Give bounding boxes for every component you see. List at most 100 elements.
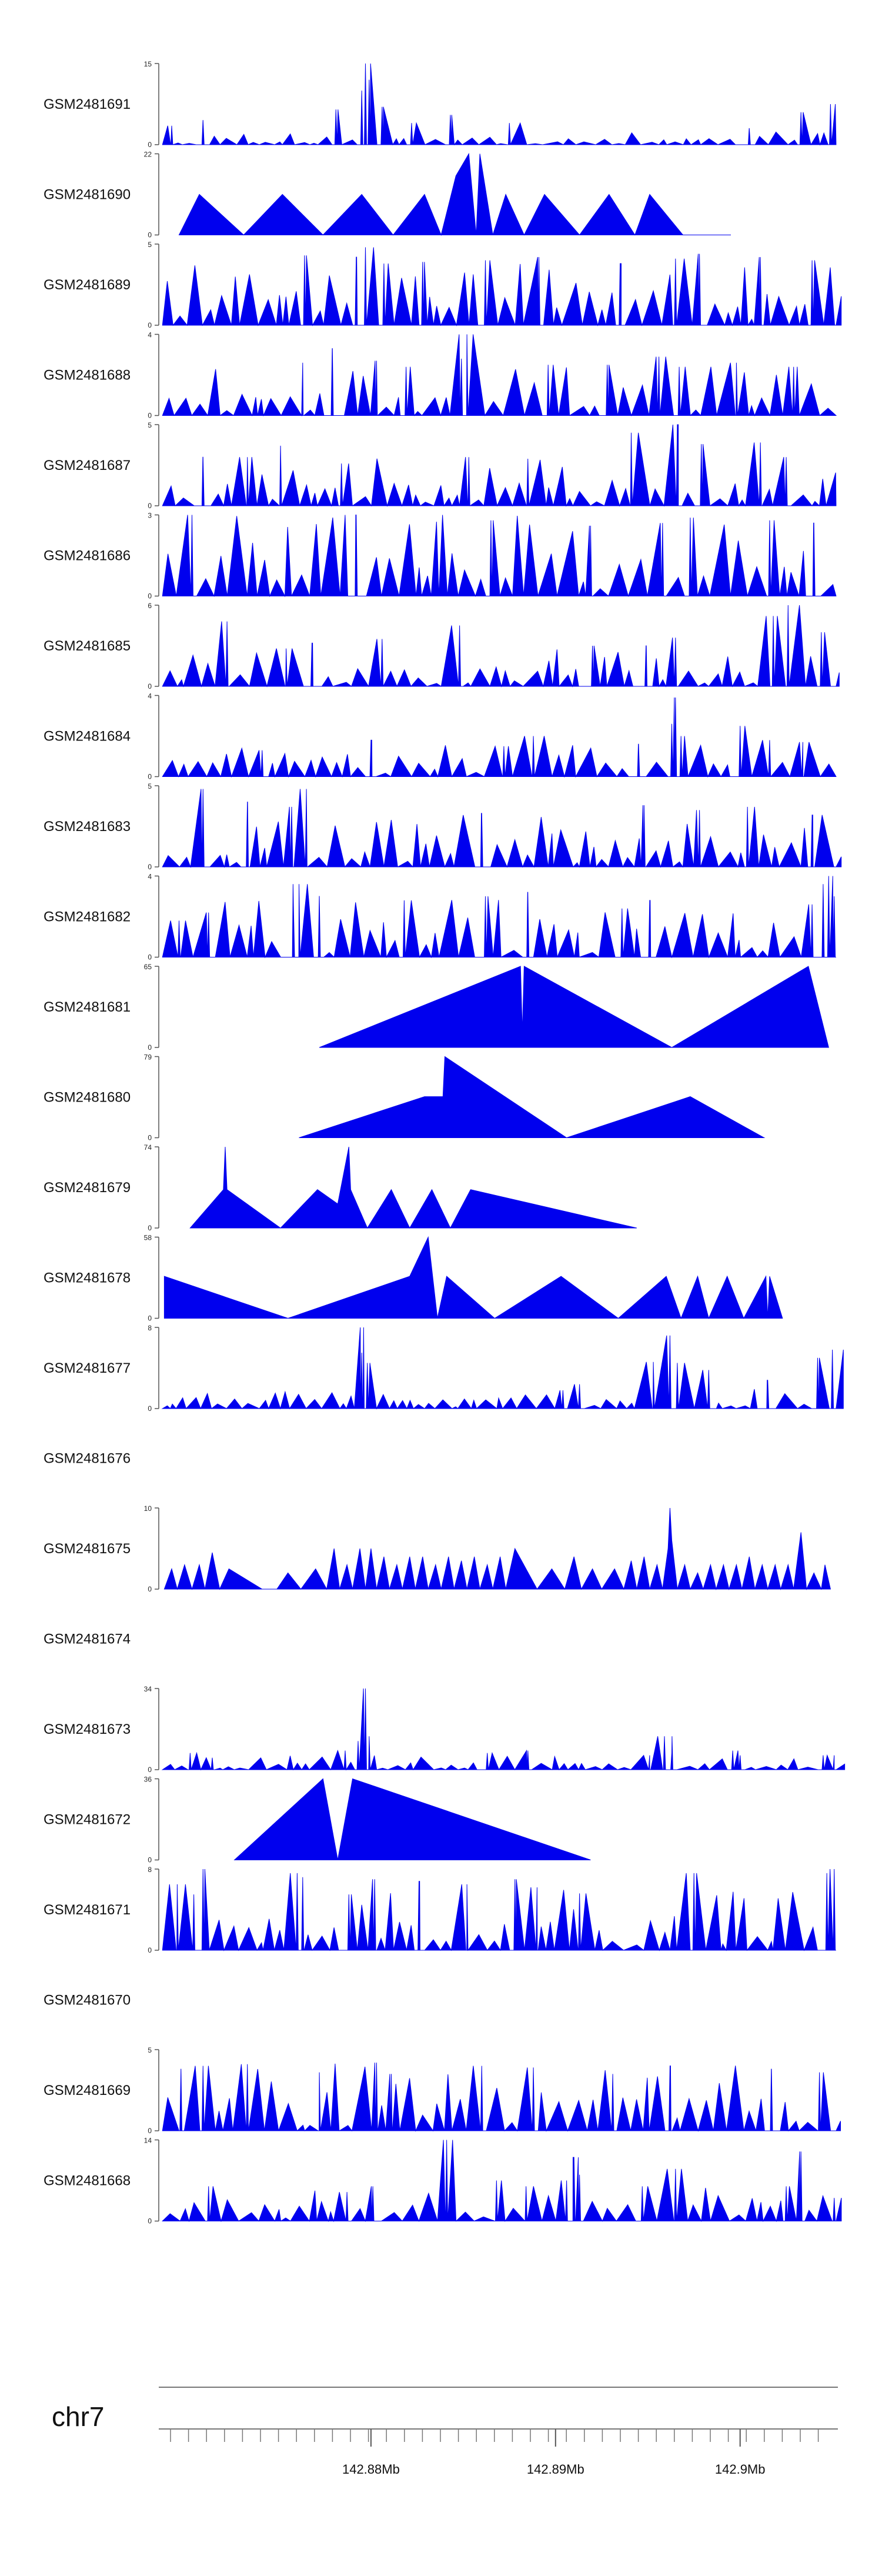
y-max-label: 79 [144, 1053, 152, 1062]
y-min-label: 0 [148, 1404, 152, 1413]
y-min-label: 0 [148, 321, 152, 329]
tracks-layer: GSM2481691150GSM2481690220GSM248168950GS… [44, 60, 846, 2225]
y-max-label: 65 [144, 963, 152, 971]
track-GSM2481683: GSM2481683 5 0 [44, 782, 842, 871]
y-min-label: 0 [148, 1856, 152, 1864]
y-min-label: 0 [148, 2217, 152, 2225]
track-label: GSM2481676 [44, 1451, 131, 1467]
y-min-label: 0 [148, 863, 152, 871]
y-min-label: 0 [148, 231, 152, 239]
y-max-label: 5 [148, 2046, 152, 2054]
track-label: GSM2481671 [44, 1902, 131, 1918]
coverage-area [162, 1868, 836, 1951]
y-min-label: 0 [148, 1766, 152, 1774]
track-GSM2481677: GSM2481677 8 0 [44, 1324, 844, 1413]
y-max-label: 8 [148, 1324, 152, 1332]
y-max-label: 15 [144, 60, 152, 68]
coverage-area [319, 966, 829, 1048]
track-GSM2481669: GSM2481669 5 0 [44, 2046, 841, 2135]
track-GSM2481680: GSM2481680 79 0 [44, 1053, 766, 1142]
coverage-area [162, 605, 840, 688]
coverage-area [162, 247, 842, 326]
y-min-label: 0 [148, 1946, 152, 1954]
y-max-label: 3 [148, 512, 152, 520]
coverage-area [162, 515, 837, 598]
axis-tick-label: 142.88Mb [342, 2462, 400, 2477]
track-GSM2481688: GSM2481688 4 0 [44, 331, 837, 420]
coverage-area [162, 424, 837, 507]
track-label: GSM2481670 [44, 1993, 131, 2008]
coverage-area [178, 152, 731, 236]
coverage-area [162, 2140, 842, 2223]
coverage-area [189, 1146, 637, 1229]
y-max-label: 5 [148, 241, 152, 249]
y-min-label: 0 [148, 2127, 152, 2135]
axis-tick-label: 142.89Mb [527, 2462, 584, 2477]
track-GSM2481668: GSM2481668 14 0 [44, 2137, 842, 2225]
track-label: GSM2481689 [44, 277, 131, 293]
track-GSM2481678: GSM2481678 58 0 [44, 1234, 783, 1323]
y-max-label: 8 [148, 1866, 152, 1874]
y-max-label: 74 [144, 1143, 152, 1152]
coverage-area [162, 2063, 841, 2132]
track-GSM2481676: GSM2481676 [44, 1451, 131, 1467]
y-min-label: 0 [148, 1314, 152, 1323]
track-label: GSM2481672 [44, 1812, 131, 1828]
track-GSM2481690: GSM2481690 22 0 [44, 151, 731, 239]
track-label: GSM2481684 [44, 729, 131, 745]
coverage-area [161, 1327, 844, 1410]
track-label: GSM2481678 [44, 1270, 131, 1286]
axis-tick-label: 142.9Mb [715, 2462, 766, 2477]
coverage-area [163, 1507, 831, 1590]
track-GSM2481670: GSM2481670 [44, 1993, 131, 2008]
y-max-label: 4 [148, 692, 152, 700]
track-label: GSM2481682 [44, 909, 131, 925]
y-min-label: 0 [148, 502, 152, 510]
track-label: GSM2481685 [44, 638, 131, 654]
y-min-label: 0 [148, 1043, 152, 1052]
track-label: GSM2481668 [44, 2173, 131, 2189]
track-GSM2481685: GSM2481685 6 0 [44, 602, 840, 690]
y-min-label: 0 [148, 1224, 152, 1232]
track-label: GSM2481679 [44, 1180, 131, 1196]
track-label: GSM2481690 [44, 187, 131, 203]
coverage-area [163, 1236, 783, 1320]
track-label: GSM2481675 [44, 1541, 131, 1557]
y-max-label: 58 [144, 1234, 152, 1242]
track-GSM2481675: GSM2481675 10 0 [44, 1504, 831, 1593]
y-max-label: 10 [144, 1504, 152, 1513]
track-label: GSM2481673 [44, 1721, 131, 1737]
track-GSM2481672: GSM2481672 36 0 [44, 1776, 591, 1864]
y-max-label: 5 [148, 782, 152, 790]
track-GSM2481691: GSM2481691 15 0 [44, 60, 837, 149]
track-label: GSM2481674 [44, 1631, 131, 1647]
axis-minor-ticks [170, 2429, 819, 2442]
track-GSM2481689: GSM2481689 5 0 [44, 241, 842, 329]
chromosome-label: chr7 [52, 2401, 104, 2432]
track-label: GSM2481680 [44, 1090, 131, 1106]
y-max-label: 34 [144, 1685, 152, 1693]
y-max-label: 36 [144, 1776, 152, 1784]
y-max-label: 6 [148, 602, 152, 610]
y-min-label: 0 [148, 773, 152, 781]
track-GSM2481686: GSM2481686 3 0 [44, 512, 837, 600]
track-label: GSM2481677 [44, 1360, 131, 1376]
y-min-label: 0 [148, 412, 152, 420]
track-GSM2481674: GSM2481674 [44, 1631, 131, 1647]
track-GSM2481684: GSM2481684 4 0 [44, 692, 837, 781]
y-min-label: 0 [148, 1134, 152, 1142]
y-min-label: 0 [148, 141, 152, 149]
track-GSM2481671: GSM2481671 8 0 [44, 1866, 836, 1954]
y-max-label: 14 [144, 2137, 152, 2145]
y-min-label: 0 [148, 953, 152, 962]
y-min-label: 0 [148, 592, 152, 600]
y-max-label: 4 [148, 873, 152, 881]
track-label: GSM2481688 [44, 368, 131, 383]
y-max-label: 5 [148, 421, 152, 429]
track-label: GSM2481683 [44, 819, 131, 835]
coverage-area [162, 63, 837, 146]
coverage-area [162, 697, 837, 778]
track-label: GSM2481687 [44, 458, 131, 473]
coverage-area [162, 876, 836, 959]
